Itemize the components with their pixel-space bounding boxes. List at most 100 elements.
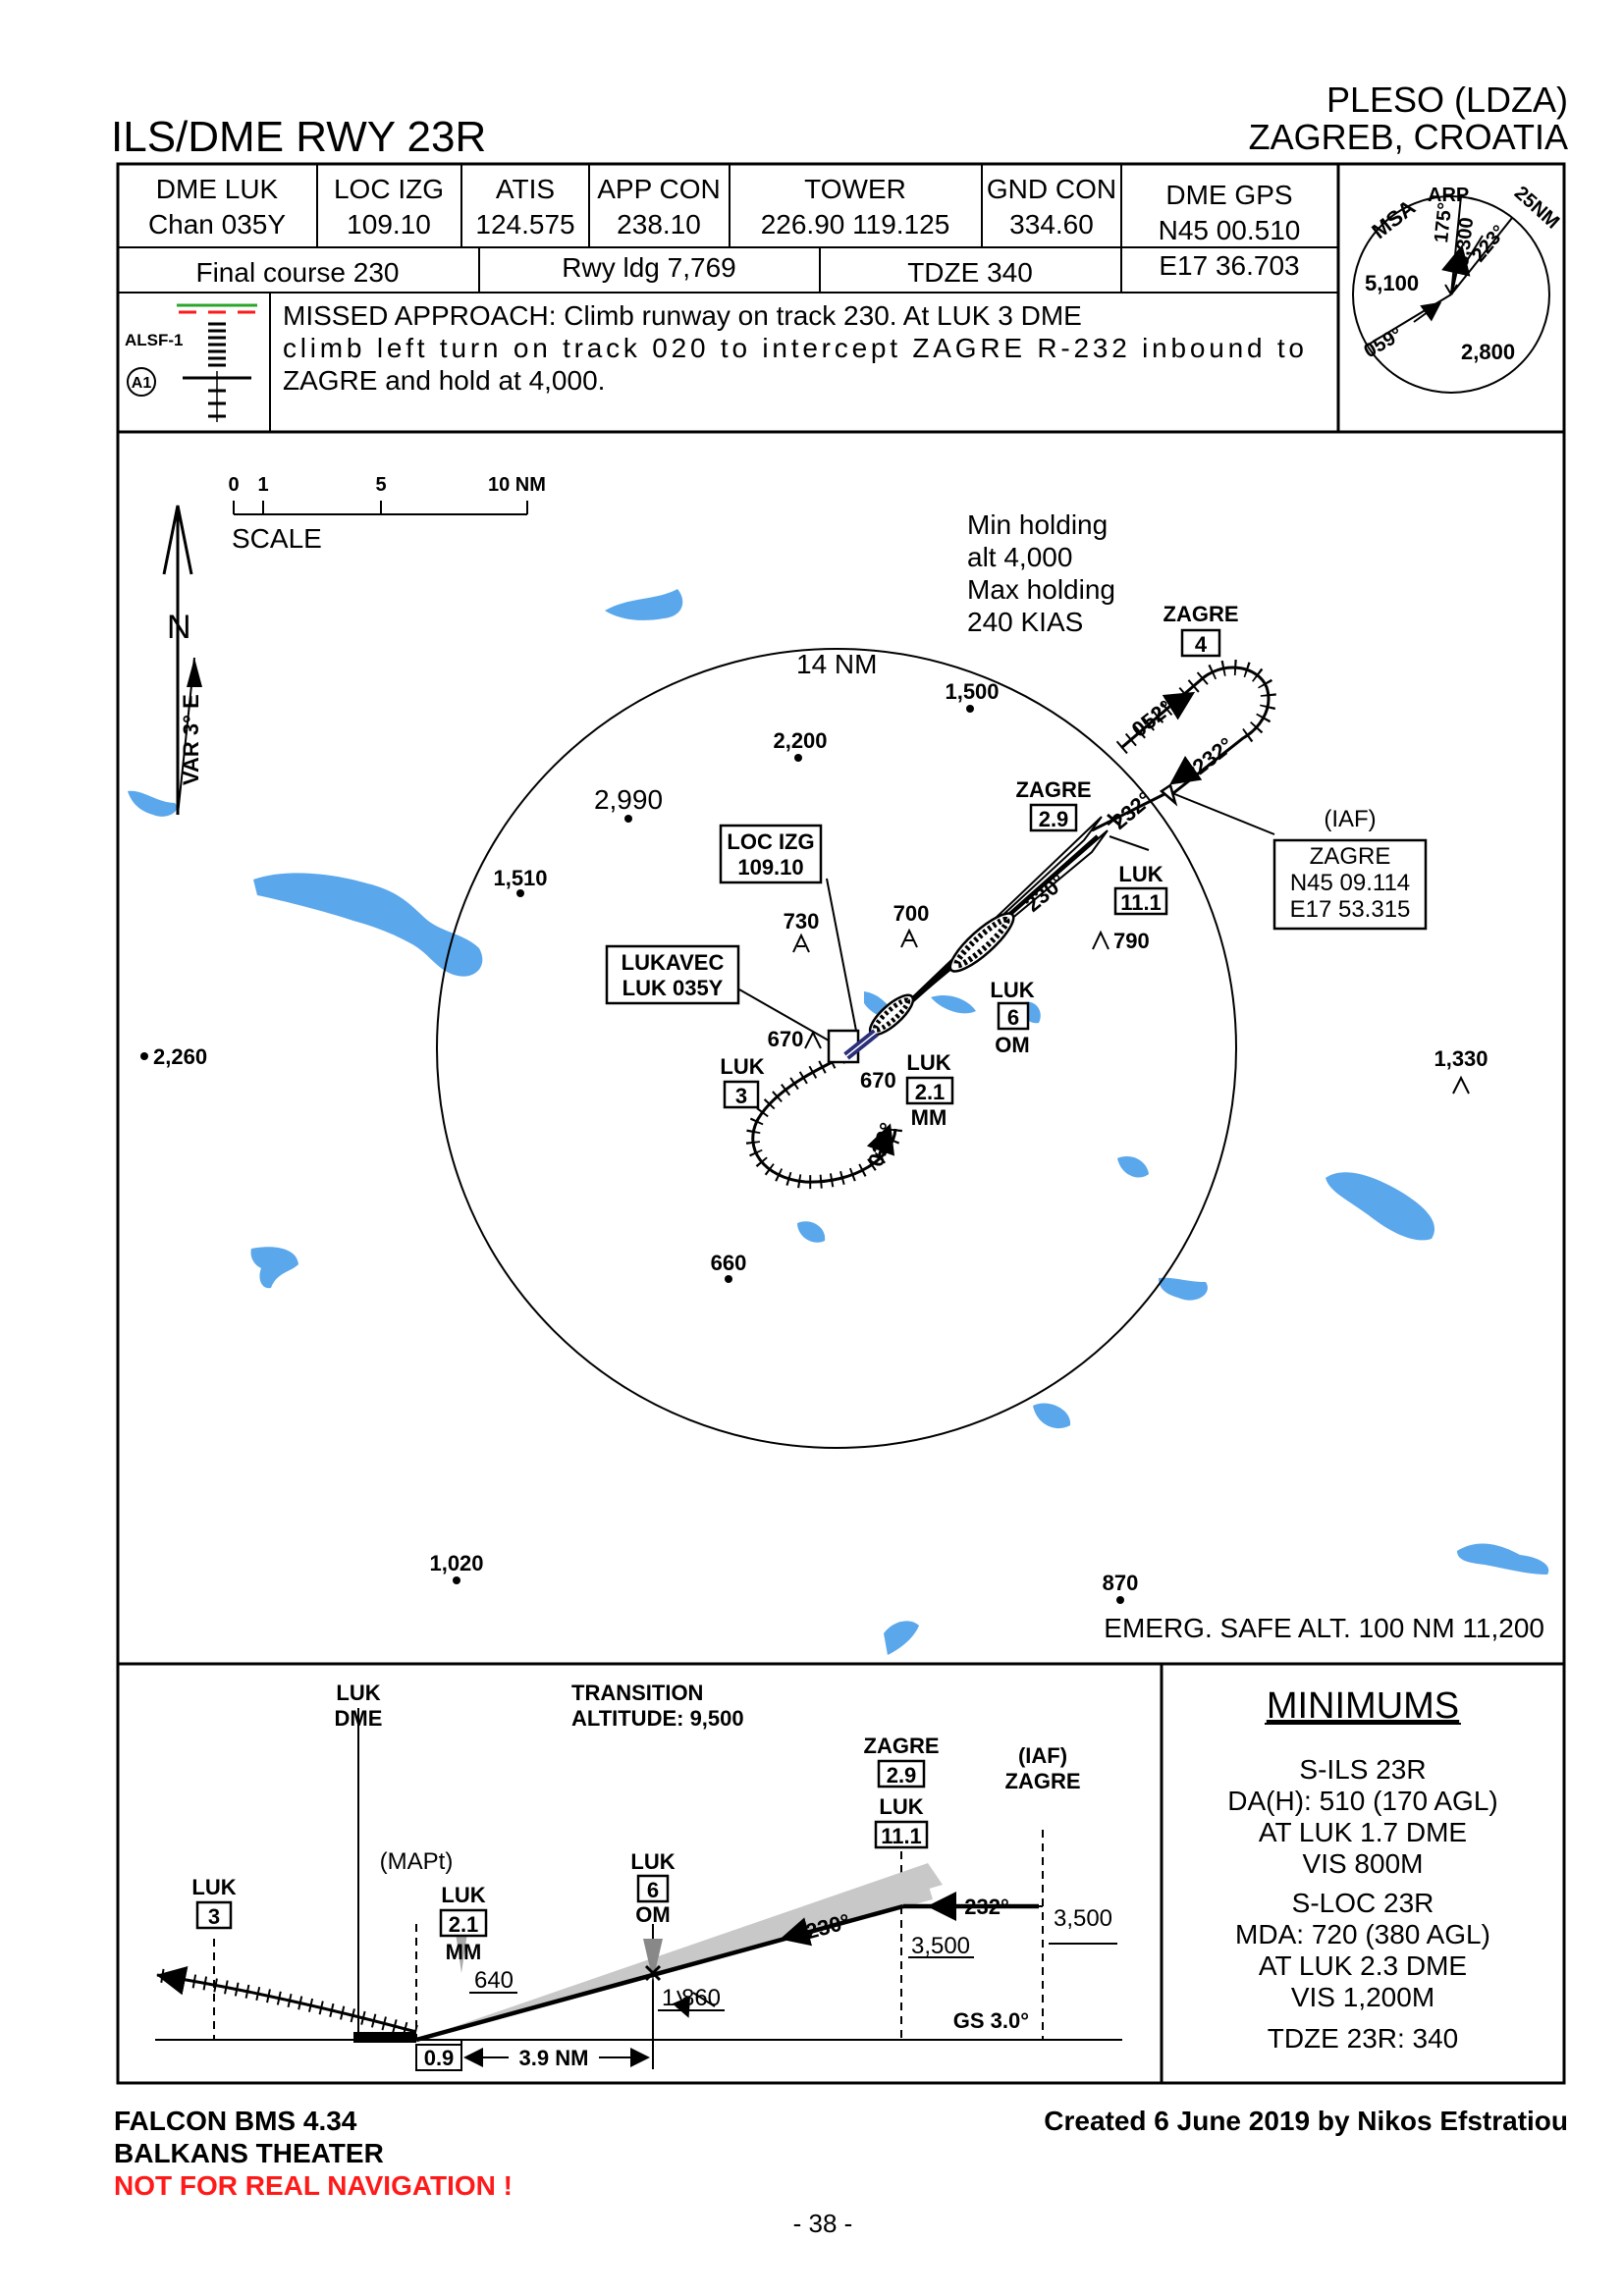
loc-title: S-LOC 23R [1292, 1888, 1434, 1918]
elev-870: 870 [1103, 1571, 1139, 1595]
footer-credit: Created 6 June 2019 by Nikos Efstratiou [1044, 2106, 1568, 2136]
luk-6-dme: 6 [1007, 1005, 1019, 1030]
loc-vis: VIS 1,200M [1291, 1982, 1434, 2012]
scale-tick-5: 5 [375, 474, 386, 496]
msa-radius: 25NM [1510, 183, 1563, 234]
luk-3-name: LUK [720, 1054, 764, 1079]
zagre-29-dme-box [1029, 803, 1078, 832]
iaf-name: ZAGRE [1310, 843, 1391, 870]
elev-1510: 1,510 [493, 866, 547, 890]
course-232-hold: 232° [1188, 732, 1238, 779]
zagre-hold-dme-box [1180, 628, 1221, 658]
alt-2800: 2,800 [1461, 340, 1515, 364]
runway-landing-length: Rwy ldg 7,769 [562, 252, 735, 283]
msa-diagram [1352, 195, 1550, 394]
airport-name: PLESO (LDZA) [1326, 80, 1568, 120]
zagre-29-dme: 2.9 [1039, 807, 1069, 831]
profile-luk-dme-2: DME [335, 1706, 383, 1731]
loc-box-line1: LOC IZG [727, 829, 814, 854]
elev-670b: 670 [860, 1068, 896, 1093]
course-020: 020° [863, 1120, 900, 1170]
ils-da: DA(H): 510 (170 AGL) [1227, 1786, 1497, 1816]
dme-gps-label: DME GPS [1165, 180, 1292, 210]
luk-3-dme: 3 [735, 1084, 747, 1108]
loc-at: AT LUK 2.3 DME [1259, 1950, 1467, 1981]
zagre-holding [1109, 659, 1276, 851]
iaf-lat: N45 09.114 [1290, 870, 1410, 896]
luk-21-marker: MM [911, 1105, 947, 1130]
profile-view [155, 1708, 1122, 2071]
atis-frequency: 124.575 [475, 209, 574, 240]
elev-730: 730 [784, 909, 820, 934]
spot-elevation-dots [140, 705, 1124, 1604]
elev-670a: 670 [768, 1027, 804, 1051]
footer-sim: FALCON BMS 4.34 [114, 2106, 357, 2136]
profile-luk-dme-1: LUK [336, 1681, 380, 1705]
ils-title: S-ILS 23R [1299, 1754, 1426, 1785]
iaf-box [1272, 838, 1428, 931]
range-ring-label: 14 NM [796, 649, 877, 679]
elev-1330: 1,330 [1434, 1046, 1488, 1071]
profile-luk-21-marker: MM [446, 1940, 482, 1964]
scale-label: SCALE [232, 523, 322, 554]
zagre-29-name: ZAGRE [1016, 777, 1092, 802]
final-course: Final course 230 [195, 257, 399, 288]
elev-660: 660 [711, 1251, 747, 1275]
profile-luk-6-dme: 6 [647, 1878, 659, 1902]
profile-luk-111-box [874, 1820, 929, 1849]
profile-luk-21-box [439, 1908, 488, 1938]
alsf-label: ALSF-1 [125, 331, 184, 349]
scale-tick-10: 10 NM [488, 474, 546, 496]
luk-111-dme-box [1113, 886, 1168, 916]
iaf-lon: E17 53.315 [1290, 896, 1411, 923]
lukavec-box [605, 944, 740, 1005]
course-232-app: 232° [1107, 786, 1157, 833]
scale-bar [233, 501, 528, 515]
north-label: N [167, 609, 191, 646]
loc-box-line2: 109.10 [737, 855, 803, 880]
ils-vis: VIS 800M [1303, 1848, 1424, 1879]
arp-label: ARP [1428, 185, 1469, 206]
missed-approach-line3: ZAGRE and hold at 4,000. [283, 365, 605, 396]
profile-luk-3-box [195, 1900, 233, 1930]
holding-note-1: Min holding [967, 509, 1108, 540]
elev-1020: 1,020 [429, 1551, 483, 1575]
loc-frequency: 109.10 [347, 209, 431, 240]
luk-21-dme-box [905, 1076, 954, 1105]
profile-luk-6-marker: OM [635, 1902, 670, 1927]
loc-box [719, 824, 823, 884]
tdze-minimums: TDZE 23R: 340 [1268, 2023, 1459, 2054]
alt-3300: 3,300 [1451, 216, 1478, 267]
glideslope: GS 3.0° [953, 2008, 1029, 2033]
tdze-brief: TDZE 340 [907, 257, 1033, 288]
procedure-title: ILS/DME RWY 23R [111, 113, 486, 161]
localizer-course [868, 791, 1167, 1037]
profile-luk-111-name: LUK [879, 1794, 923, 1819]
alsf-code: A1 [132, 375, 152, 392]
missed-approach-line2: climb left turn on track 020 to intercep… [283, 333, 1304, 363]
profile-luk-111-dme: 11.1 [881, 1824, 922, 1848]
luk-6-marker: OM [995, 1033, 1029, 1057]
elev-2260: 2,260 [153, 1044, 207, 1069]
holding-note-3: Max holding [967, 574, 1115, 605]
msa-label: MSA [1367, 194, 1420, 243]
profile-luk-21-name: LUK [441, 1883, 485, 1907]
alt-3500b: 3,500 [1054, 1905, 1112, 1932]
app-con-label: APP CON [597, 174, 721, 204]
transition-line2: ALTITUDE: 9,500 [571, 1706, 744, 1731]
luk-6-name: LUK [990, 978, 1034, 1002]
missed-approach-path [745, 1045, 902, 1190]
range-ring [436, 648, 1237, 1449]
loc-label: LOC IZG [334, 174, 444, 204]
profile-zagre-name: ZAGRE [864, 1734, 940, 1758]
elev-700: 700 [893, 901, 930, 926]
profile-luk-3-dme: 3 [208, 1904, 220, 1929]
alt-3500a: 3,500 [911, 1933, 970, 1959]
luk-21-name: LUK [906, 1050, 950, 1075]
alt-640: 640 [474, 1967, 514, 1994]
ils-at: AT LUK 1.7 DME [1259, 1817, 1467, 1847]
page-number: - 38 - [793, 2209, 853, 2238]
bearing-059: 059° [1361, 324, 1407, 363]
profile-runway [353, 2032, 416, 2043]
missed-approach-line1: MISSED APPROACH: Climb runway on track 2… [283, 300, 1082, 331]
